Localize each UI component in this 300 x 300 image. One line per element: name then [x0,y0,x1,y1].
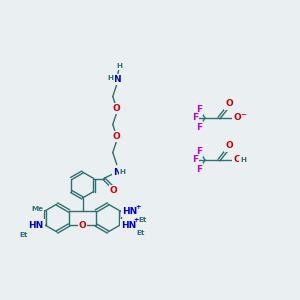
Text: O: O [113,132,121,141]
Text: −: − [240,112,246,118]
Text: O: O [225,100,233,109]
Text: HN: HN [122,206,138,215]
Text: O: O [233,113,241,122]
Text: H: H [108,76,114,82]
Text: HN: HN [28,220,44,230]
Text: O: O [113,104,121,113]
Text: Et: Et [138,217,146,223]
Text: F: F [192,155,198,164]
Text: H: H [240,157,246,163]
Text: O: O [233,155,241,164]
Text: N: N [113,168,121,177]
Text: O: O [225,142,233,151]
Text: Et: Et [136,230,144,236]
Text: +: + [135,204,141,210]
Text: F: F [196,122,202,131]
Text: F: F [196,146,202,155]
Text: H: H [120,169,126,175]
Text: HN: HN [122,220,137,230]
Text: O: O [79,220,86,230]
Text: N: N [113,75,121,84]
Text: Et: Et [20,232,28,238]
Text: F: F [192,113,198,122]
Text: Me: Me [122,206,134,212]
Text: Me: Me [31,206,43,212]
Text: O: O [110,186,118,195]
Text: F: F [196,104,202,113]
Text: H: H [117,62,123,68]
Text: +: + [134,217,139,223]
Text: F: F [196,164,202,173]
